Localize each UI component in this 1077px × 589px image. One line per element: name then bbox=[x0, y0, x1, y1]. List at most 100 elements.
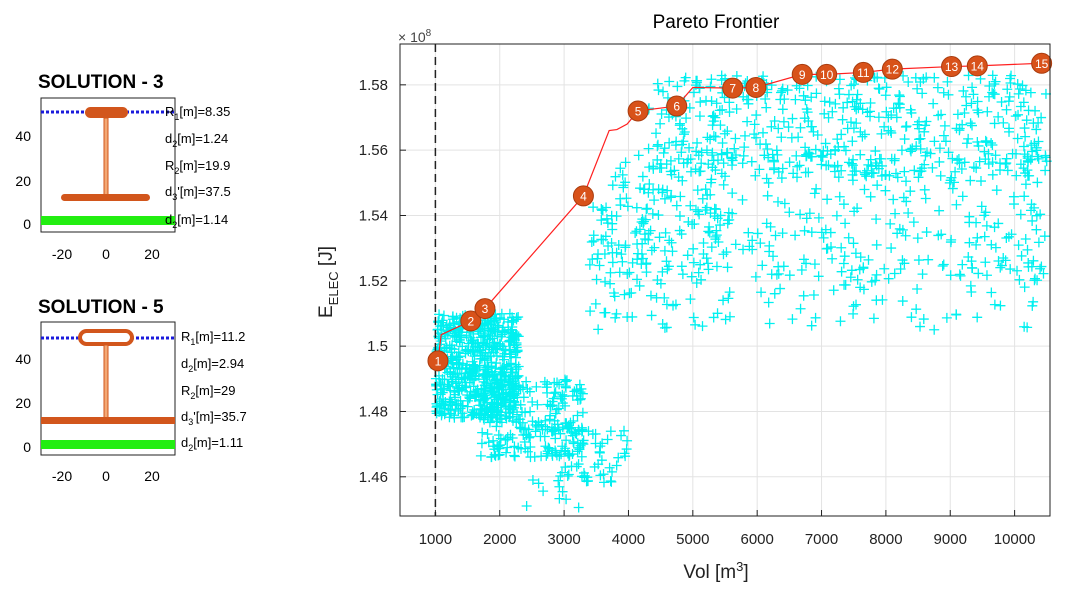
scatter-point bbox=[994, 165, 1005, 176]
scatter-point bbox=[605, 426, 616, 437]
scatter-point bbox=[511, 417, 522, 428]
scatter-point bbox=[694, 83, 705, 94]
scatter-point bbox=[927, 162, 938, 173]
scatter-point bbox=[652, 78, 663, 89]
scatter-point bbox=[509, 451, 520, 462]
scatter-point bbox=[829, 166, 840, 177]
scatter-point bbox=[766, 269, 777, 280]
scatter-point bbox=[718, 179, 729, 190]
y-exponent-label: × 108 bbox=[398, 28, 432, 45]
scatter-point bbox=[681, 113, 692, 124]
scatter-point bbox=[750, 170, 761, 181]
scatter-point bbox=[996, 97, 1007, 108]
scatter-point bbox=[660, 227, 671, 238]
scatter-point bbox=[472, 364, 483, 375]
solution-5-xtick-minus20: -20 bbox=[52, 468, 72, 484]
scatter-point bbox=[648, 161, 659, 172]
frontier-marker-label: 7 bbox=[729, 82, 736, 96]
scatter-point bbox=[752, 228, 763, 239]
scatter-point bbox=[512, 372, 523, 383]
scatter-point bbox=[1027, 300, 1038, 311]
scatter-point bbox=[779, 198, 790, 209]
scatter-point bbox=[783, 122, 794, 133]
scatter-point bbox=[998, 253, 1009, 264]
scatter-point bbox=[987, 140, 998, 151]
scatter-point bbox=[606, 237, 617, 248]
scatter-point bbox=[691, 77, 702, 88]
scatter-point bbox=[892, 228, 903, 239]
scatter-point bbox=[871, 160, 882, 171]
scatter-point bbox=[1031, 142, 1042, 153]
solution-5-ytick-0: 0 bbox=[23, 439, 31, 455]
scatter-point bbox=[711, 230, 722, 241]
scatter-point bbox=[987, 157, 998, 168]
scatter-point bbox=[636, 248, 647, 259]
scatter-point bbox=[768, 164, 779, 175]
scatter-point bbox=[449, 412, 460, 423]
scatter-point bbox=[798, 254, 809, 265]
scatter-point bbox=[899, 166, 910, 177]
scatter-point bbox=[956, 164, 967, 175]
scatter-point bbox=[488, 441, 499, 452]
scatter-point bbox=[652, 275, 663, 286]
x-tick-label: 9000 bbox=[934, 531, 967, 548]
scatter-point bbox=[540, 415, 551, 426]
scatter-point bbox=[610, 171, 621, 182]
frontier-marker-label: 10 bbox=[820, 68, 834, 82]
scatter-point bbox=[663, 112, 674, 123]
scatter-point bbox=[773, 123, 784, 134]
y-tick-label: 1.56 bbox=[359, 142, 388, 159]
scatter-point bbox=[583, 426, 594, 437]
frontier-marker bbox=[572, 185, 594, 207]
solution-5-green-bar bbox=[41, 440, 175, 449]
scatter-point bbox=[865, 154, 876, 165]
scatter-point bbox=[766, 80, 777, 91]
scatter-point bbox=[449, 389, 460, 400]
scatter-point bbox=[751, 110, 762, 121]
scatter-point bbox=[811, 88, 822, 99]
scatter-point bbox=[666, 191, 677, 202]
scatter-point bbox=[698, 237, 709, 248]
scatter-point bbox=[1033, 237, 1044, 248]
scatter-point bbox=[822, 194, 833, 205]
scatter-point bbox=[611, 211, 622, 222]
scatter-point bbox=[796, 264, 807, 275]
scatter-point bbox=[1040, 150, 1051, 161]
scatter-point bbox=[605, 278, 616, 289]
scatter-point bbox=[827, 253, 838, 264]
scatter-point bbox=[1019, 321, 1030, 332]
scatter-point bbox=[806, 92, 817, 103]
scatter-point bbox=[782, 85, 793, 96]
frontier-marker bbox=[666, 95, 688, 117]
scatter-point bbox=[578, 435, 589, 446]
scatter-point bbox=[730, 133, 741, 144]
scatter-point bbox=[661, 299, 672, 310]
scatter-point bbox=[784, 207, 795, 218]
scatter-point bbox=[677, 175, 688, 186]
scatter-point bbox=[913, 172, 924, 183]
scatter-point bbox=[514, 422, 525, 433]
scatter-point bbox=[620, 177, 631, 188]
scatter-point bbox=[549, 388, 560, 399]
solution-5-label-r1: R1[m]=11.2 bbox=[181, 329, 245, 347]
scatter-point bbox=[703, 159, 714, 170]
scatter-point bbox=[664, 137, 675, 148]
scatter-point bbox=[547, 396, 558, 407]
scatter-point bbox=[554, 493, 565, 504]
scatter-point bbox=[866, 276, 877, 287]
scatter-point bbox=[899, 134, 910, 145]
frontier-marker-label: 3 bbox=[482, 302, 489, 316]
scatter-point bbox=[435, 406, 446, 417]
scatter-point bbox=[710, 231, 721, 242]
scatter-point bbox=[857, 131, 868, 142]
scatter-point bbox=[715, 220, 726, 231]
scatter-point bbox=[794, 83, 805, 94]
scatter-point bbox=[605, 267, 616, 278]
scatter-point bbox=[799, 225, 810, 236]
y-tick-label: 1.46 bbox=[359, 469, 388, 486]
x-tick-label: 6000 bbox=[740, 531, 773, 548]
scatter-point bbox=[662, 264, 673, 275]
solution-3-label-d2: d2[m]=1.24 bbox=[165, 131, 228, 149]
scatter-point bbox=[812, 129, 823, 140]
scatter-point bbox=[757, 260, 768, 271]
